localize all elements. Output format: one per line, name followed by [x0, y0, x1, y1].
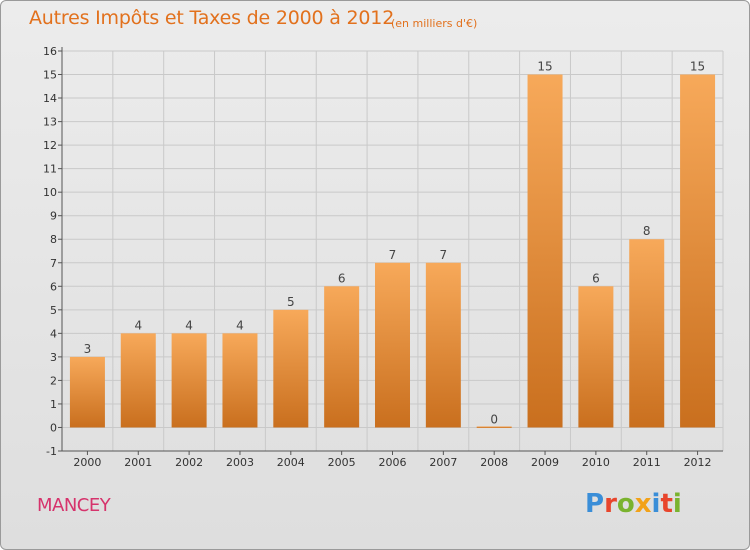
y-tick-label: 6	[50, 280, 57, 293]
y-tick-label: 14	[43, 92, 57, 105]
y-tick-label: 5	[50, 304, 57, 317]
x-tick-label-2008: 2008	[480, 456, 508, 469]
y-tick-label: 15	[43, 69, 57, 82]
y-tick-label: 10	[43, 186, 57, 199]
bar-2005	[324, 286, 360, 428]
bar-2011	[629, 239, 665, 428]
x-tick-label-2009: 2009	[531, 456, 559, 469]
y-tick-label: 16	[43, 45, 57, 58]
y-tick-label: 9	[50, 210, 57, 223]
y-tick-label: 3	[50, 351, 57, 364]
chart-title: Autres Impôts et Taxes de 2000 à 2012	[29, 7, 395, 29]
y-tick-label: 11	[43, 163, 57, 176]
bar-2008	[476, 426, 512, 428]
bar-2000	[69, 356, 105, 428]
bar-2002	[171, 333, 207, 428]
x-tick-label-2000: 2000	[73, 456, 101, 469]
data-label-2008: 0	[490, 412, 498, 426]
chart-subtitle: (en milliers d'€)	[391, 17, 478, 30]
data-label-2007: 7	[440, 248, 448, 262]
y-tick-label: 13	[43, 116, 57, 129]
y-tick-label: 7	[50, 257, 57, 270]
proxiti-logo: Proxiti	[585, 489, 682, 519]
bar-2001	[120, 333, 156, 428]
data-label-2011: 8	[643, 224, 651, 238]
x-tick-label-2002: 2002	[175, 456, 203, 469]
data-label-2012: 15	[690, 60, 705, 74]
data-label-2000: 3	[84, 342, 92, 356]
x-tick-label-2012: 2012	[684, 456, 712, 469]
data-label-2001: 4	[134, 318, 142, 332]
bar-2003	[222, 333, 258, 428]
bar-2010	[578, 286, 614, 428]
x-tick-label-2011: 2011	[633, 456, 661, 469]
data-label-2002: 4	[185, 318, 193, 332]
data-label-2004: 5	[287, 295, 295, 309]
data-label-2009: 15	[537, 60, 552, 74]
x-tick-label-2001: 2001	[124, 456, 152, 469]
data-label-2006: 7	[389, 248, 397, 262]
y-tick-label: 1	[50, 398, 57, 411]
bar-2004	[273, 309, 309, 428]
x-tick-label-2004: 2004	[277, 456, 305, 469]
bar-2012	[680, 74, 716, 428]
y-tick-label: 8	[50, 233, 57, 246]
town-name: MANCEY	[37, 495, 111, 516]
x-tick-label-2006: 2006	[379, 456, 407, 469]
bar-2009	[527, 74, 563, 428]
data-label-2010: 6	[592, 271, 600, 285]
y-tick-label: 12	[43, 139, 57, 152]
data-label-2003: 4	[236, 318, 244, 332]
y-tick-label: 4	[50, 327, 57, 340]
bar-2006	[375, 262, 410, 428]
x-tick-label-2010: 2010	[582, 456, 610, 469]
data-label-2005: 6	[338, 271, 346, 285]
y-tick-label: -1	[46, 445, 57, 458]
y-tick-label: 2	[50, 374, 57, 387]
x-tick-label-2003: 2003	[226, 456, 254, 469]
bar-2007	[425, 262, 461, 428]
x-tick-label-2005: 2005	[328, 456, 356, 469]
x-tick-label-2007: 2007	[429, 456, 457, 469]
y-tick-label: 0	[50, 421, 57, 434]
